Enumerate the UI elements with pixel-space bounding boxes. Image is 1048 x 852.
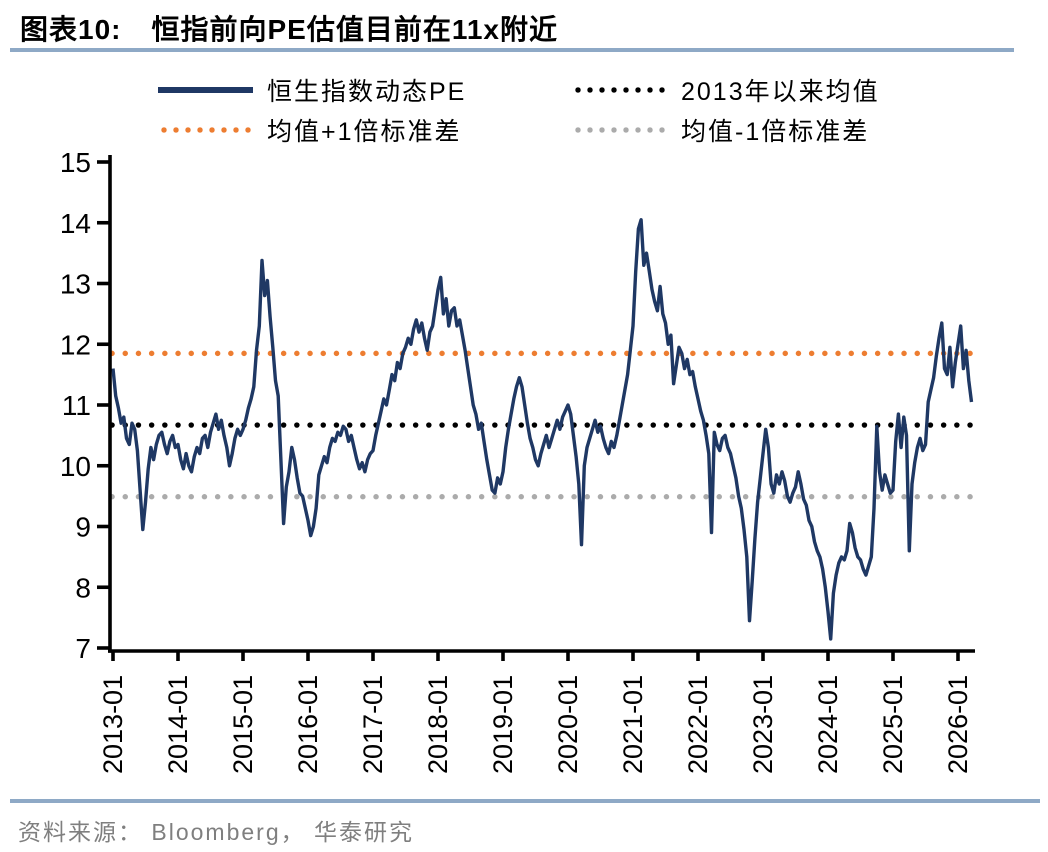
y-tick-label-11: 11 <box>62 390 91 421</box>
x-tick-label-2018-01: 2018-01 <box>423 675 453 774</box>
figure-number-label: 图表10: <box>20 14 122 45</box>
legend-swatch-dotted-orange <box>158 126 253 134</box>
title-underline <box>10 48 1014 52</box>
legend-item-mean-plus-1sd: 均值+1倍标准差 <box>158 115 462 146</box>
legend-label-mean-plus-1sd: 均值+1倍标准差 <box>267 118 462 146</box>
y-tick-label-12: 12 <box>60 329 91 360</box>
y-tick-label-7: 7 <box>75 633 91 664</box>
y-tick-label-14: 14 <box>60 208 91 239</box>
x-tick-label-2016-01: 2016-01 <box>293 675 323 774</box>
legend-label-hsi-dynamic-pe: 恒生指数动态PE <box>267 78 467 106</box>
legend-label-mean-since-2013: 2013年以来均值 <box>681 78 880 106</box>
x-tick-label-2019-01: 2019-01 <box>488 675 518 774</box>
legend-item-mean-since-2013: 2013年以来均值 <box>572 75 880 106</box>
x-tick-label-2020-01: 2020-01 <box>553 675 583 774</box>
x-tick-label-2022-01: 2022-01 <box>683 675 713 774</box>
x-tick-label-2021-01: 2021-01 <box>618 675 648 774</box>
legend-swatch-dotted-gray <box>572 126 667 134</box>
y-tick-label-9: 9 <box>75 512 91 543</box>
series-hsi-dynamic-pe <box>111 217 974 641</box>
figure-title: 恒指前向PE估值目前在11x附近 <box>151 14 559 45</box>
legend-item-mean-minus-1sd: 均值-1倍标准差 <box>572 115 870 146</box>
x-tick-label-2026-01: 2026-01 <box>943 675 973 774</box>
y-tick-label-10: 10 <box>60 451 91 482</box>
x-tick-label-2013-01: 2013-01 <box>98 675 128 774</box>
legend-swatch-solid-navy <box>158 87 253 93</box>
x-tick-label-2015-01: 2015-01 <box>228 675 258 774</box>
source-divider <box>10 799 1040 803</box>
y-tick-label-13: 13 <box>60 269 91 300</box>
x-tick-label-2023-01: 2023-01 <box>748 675 778 774</box>
x-tick-label-2017-01: 2017-01 <box>358 675 388 774</box>
legend-label-mean-minus-1sd: 均值-1倍标准差 <box>681 118 870 146</box>
source-text: 资料来源： Bloomberg， 华泰研究 <box>18 819 415 845</box>
legend-item-hsi-dynamic-pe: 恒生指数动态PE <box>158 75 467 106</box>
x-tick-label-2024-01: 2024-01 <box>813 675 843 774</box>
x-tick-label-2025-01: 2025-01 <box>878 675 908 774</box>
x-tick-label-2014-01: 2014-01 <box>163 675 193 774</box>
figure-title-row: 图表10: 恒指前向PE估值目前在11x附近 <box>20 8 558 48</box>
y-tick-label-8: 8 <box>75 572 91 603</box>
y-tick-label-15: 15 <box>60 147 91 178</box>
legend-swatch-dotted-black <box>572 86 667 94</box>
